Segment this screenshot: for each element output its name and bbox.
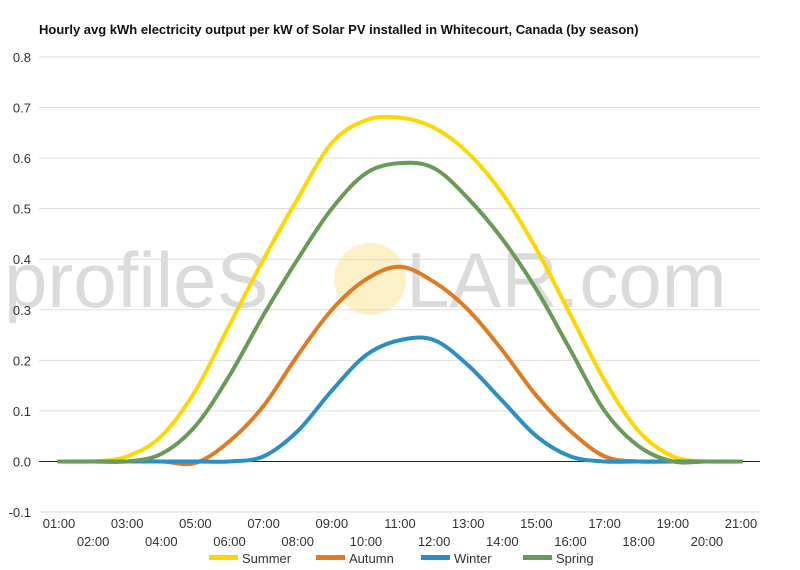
series-lines xyxy=(57,114,743,467)
x-tick-label: 19:00 xyxy=(657,516,690,531)
legend-item-autumn: Autumn xyxy=(316,551,394,566)
y-tick-label: -0.1 xyxy=(9,505,31,520)
x-tick-label: 10:00 xyxy=(350,534,383,549)
y-tick-label: 0.1 xyxy=(13,404,31,419)
legend-swatch xyxy=(209,555,238,560)
y-tick-label: 0.6 xyxy=(13,151,31,166)
series-line-spring xyxy=(57,160,743,465)
legend-item-spring: Spring xyxy=(523,551,594,566)
chart-title: Hourly avg kWh electricity output per kW… xyxy=(39,22,639,37)
y-tick-label: 0.5 xyxy=(13,202,31,217)
x-tick-label: 02:00 xyxy=(77,534,110,549)
series-line-summer xyxy=(57,114,743,464)
legend-label: Spring xyxy=(556,551,594,566)
x-tick-label: 16:00 xyxy=(554,534,587,549)
x-tick-label: 11:00 xyxy=(384,516,416,531)
x-tick-label: 12:00 xyxy=(418,534,451,549)
x-tick-label: 17:00 xyxy=(588,516,621,531)
legend-item-summer: Summer xyxy=(209,551,292,566)
x-tick-label: 13:00 xyxy=(452,516,485,531)
x-tick-label: 04:00 xyxy=(145,534,178,549)
legend-label: Summer xyxy=(242,551,292,566)
y-tick-label: 0.7 xyxy=(13,101,31,116)
legend-swatch xyxy=(316,555,345,560)
x-tick-label: 14:00 xyxy=(486,534,519,549)
y-axis-ticks: -0.1 0.0 0.1 0.2 0.3 0.4 0.5 0.6 0.7 0.8 xyxy=(9,50,31,520)
legend-label: Winter xyxy=(454,551,492,566)
y-tick-label: 0.4 xyxy=(13,252,31,267)
x-tick-label: 03:00 xyxy=(111,516,144,531)
y-tick-label: 0.8 xyxy=(13,50,31,65)
legend-label: Autumn xyxy=(349,551,394,566)
series-line-winter xyxy=(57,335,743,464)
y-tick-label: 0.3 xyxy=(13,303,31,318)
legend-item-winter: Winter xyxy=(421,551,492,566)
x-tick-label: 21:00 xyxy=(725,516,758,531)
x-axis-ticks: 01:0002:0003:0004:0005:0006:0007:0008:00… xyxy=(43,516,758,549)
y-tick-label: 0.2 xyxy=(13,353,31,368)
legend-swatch xyxy=(421,555,450,560)
x-tick-label: 20:00 xyxy=(691,534,724,549)
x-tick-label: 18:00 xyxy=(622,534,655,549)
x-tick-label: 09:00 xyxy=(316,516,349,531)
x-tick-label: 07:00 xyxy=(247,516,280,531)
x-tick-label: 01:00 xyxy=(43,516,76,531)
y-tick-label: 0.0 xyxy=(13,454,31,469)
grid-lines xyxy=(39,56,760,513)
x-tick-label: 06:00 xyxy=(213,534,246,549)
x-tick-label: 05:00 xyxy=(179,516,212,531)
watermark-text-left: profileS xyxy=(4,236,268,324)
x-tick-label: 08:00 xyxy=(281,534,314,549)
legend: Summer Autumn Winter Spring xyxy=(209,551,594,566)
legend-swatch xyxy=(523,555,552,560)
x-tick-label: 15:00 xyxy=(520,516,553,531)
